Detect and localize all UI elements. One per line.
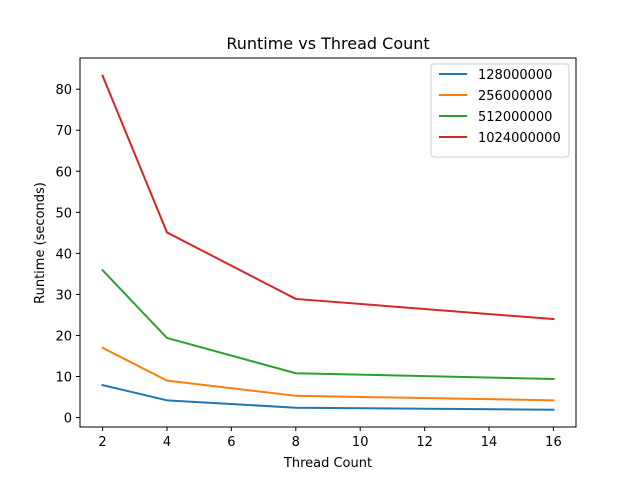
- y-tick-label: 40: [55, 247, 72, 262]
- y-tick-label: 80: [55, 83, 72, 98]
- legend-label-512000000: 512000000: [478, 110, 552, 125]
- series-layer: [101, 74, 555, 411]
- x-tick-label: 14: [481, 435, 498, 450]
- x-tick-label: 6: [227, 435, 235, 450]
- series-line-1024000000: [101, 74, 555, 321]
- legend-label-128000000: 128000000: [478, 68, 552, 83]
- y-tick-label: 20: [55, 329, 72, 344]
- y-tick-label: 10: [55, 371, 72, 386]
- x-tick-label: 8: [292, 435, 300, 450]
- x-tick-label: 12: [416, 435, 433, 450]
- y-axis-title: Runtime (seconds): [33, 182, 48, 304]
- x-tick-label: 10: [352, 435, 369, 450]
- x-tick-label: 4: [163, 435, 171, 450]
- plot-frame: [79, 57, 577, 428]
- x-axis-title: Thread Count: [283, 456, 372, 471]
- series-line-512000000: [101, 268, 555, 381]
- legend-box: [430, 63, 570, 158]
- x-tick-label: 16: [545, 435, 562, 450]
- legend: 128000000 256000000 512000000 1024000000: [430, 63, 570, 158]
- x-tick-label: 2: [98, 435, 106, 450]
- y-tick-label: 50: [55, 206, 72, 221]
- series-line-256000000: [101, 346, 555, 402]
- y-tick-label: 60: [55, 165, 72, 180]
- legend-label-256000000: 256000000: [478, 89, 552, 104]
- y-tick-label: 30: [55, 288, 72, 303]
- y-tick-label: 70: [55, 124, 72, 139]
- series-line-128000000: [101, 383, 555, 411]
- ticks-layer: 2 4 6 8 10 12 14 16 0 10 20 30 40 50 60 70 80: [55, 83, 561, 450]
- legend-label-1024000000: 1024000000: [478, 131, 561, 146]
- chart-title: Runtime vs Thread Count: [226, 34, 429, 53]
- y-tick-label: 0: [64, 412, 72, 427]
